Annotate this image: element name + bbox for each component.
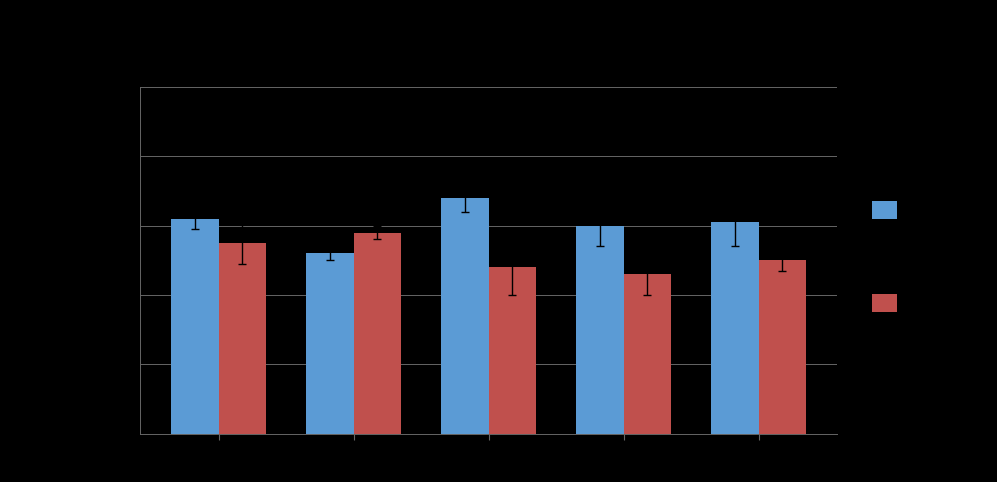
Bar bbox=[218, 243, 266, 434]
Bar bbox=[354, 232, 401, 434]
Bar bbox=[442, 198, 489, 434]
Bar bbox=[759, 260, 806, 434]
Bar bbox=[711, 222, 759, 434]
Bar bbox=[576, 226, 623, 434]
Bar bbox=[623, 274, 671, 434]
Bar bbox=[171, 219, 218, 434]
Bar bbox=[306, 254, 354, 434]
Bar bbox=[489, 267, 535, 434]
